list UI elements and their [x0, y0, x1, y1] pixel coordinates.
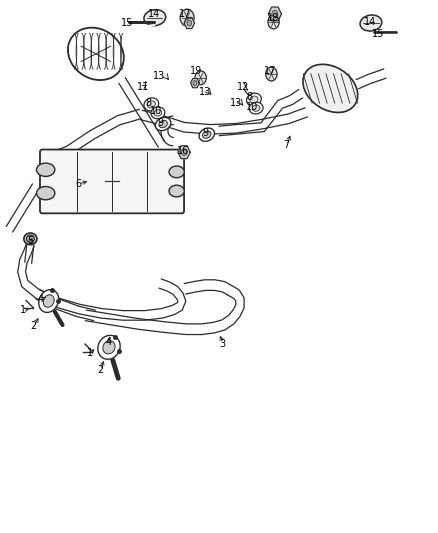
Ellipse shape [303, 64, 358, 112]
Text: 14: 14 [364, 17, 376, 27]
Text: 7: 7 [283, 140, 290, 150]
Ellipse shape [250, 96, 258, 103]
Polygon shape [184, 18, 194, 29]
Ellipse shape [144, 10, 166, 26]
Ellipse shape [36, 163, 55, 176]
Text: 9: 9 [202, 127, 208, 138]
Ellipse shape [169, 185, 184, 197]
Text: 9: 9 [157, 118, 163, 128]
Ellipse shape [98, 335, 120, 359]
Circle shape [266, 67, 277, 81]
Polygon shape [268, 7, 282, 21]
Text: 17: 17 [179, 9, 191, 19]
Text: 1: 1 [20, 305, 26, 315]
Ellipse shape [43, 295, 54, 308]
Ellipse shape [199, 128, 215, 141]
Text: 14: 14 [148, 9, 160, 19]
Text: 10: 10 [246, 102, 258, 112]
Text: 3: 3 [219, 338, 226, 349]
Text: 8: 8 [145, 98, 152, 108]
Text: 12: 12 [237, 82, 249, 92]
Ellipse shape [103, 341, 115, 354]
Circle shape [181, 149, 187, 156]
Text: 15: 15 [372, 29, 385, 39]
Ellipse shape [144, 98, 159, 111]
Ellipse shape [39, 289, 59, 312]
Ellipse shape [36, 187, 55, 200]
FancyBboxPatch shape [40, 150, 184, 213]
Ellipse shape [159, 120, 167, 128]
Text: 5: 5 [27, 236, 34, 246]
Circle shape [187, 20, 192, 26]
Text: 19: 19 [190, 66, 202, 76]
Text: 4: 4 [106, 337, 112, 347]
Text: 13: 13 [152, 71, 165, 81]
Text: 2: 2 [97, 365, 103, 375]
Polygon shape [178, 146, 190, 159]
Text: 18: 18 [268, 13, 280, 23]
Circle shape [272, 11, 278, 18]
Ellipse shape [202, 131, 211, 138]
Circle shape [195, 71, 206, 85]
Ellipse shape [26, 235, 34, 243]
Text: 16: 16 [177, 146, 189, 156]
Ellipse shape [154, 110, 162, 116]
Text: 13: 13 [230, 98, 243, 108]
Text: 17: 17 [264, 66, 277, 76]
Text: 10: 10 [149, 106, 162, 116]
Ellipse shape [360, 15, 382, 31]
Text: 11: 11 [137, 82, 149, 92]
Ellipse shape [252, 105, 260, 111]
Circle shape [268, 15, 279, 29]
Polygon shape [191, 78, 199, 88]
Ellipse shape [68, 28, 124, 80]
Text: 2: 2 [30, 321, 36, 331]
Text: 6: 6 [75, 179, 81, 189]
Ellipse shape [169, 166, 184, 177]
Text: 4: 4 [38, 294, 44, 304]
Text: 8: 8 [247, 92, 253, 102]
Ellipse shape [147, 101, 155, 108]
Circle shape [193, 80, 197, 85]
Text: 1: 1 [87, 348, 93, 358]
Text: 13: 13 [199, 87, 211, 97]
Text: 15: 15 [121, 18, 134, 28]
Ellipse shape [247, 93, 261, 106]
Ellipse shape [249, 102, 263, 114]
Circle shape [180, 9, 194, 26]
Ellipse shape [155, 117, 171, 131]
Ellipse shape [151, 107, 165, 119]
Ellipse shape [24, 233, 37, 245]
